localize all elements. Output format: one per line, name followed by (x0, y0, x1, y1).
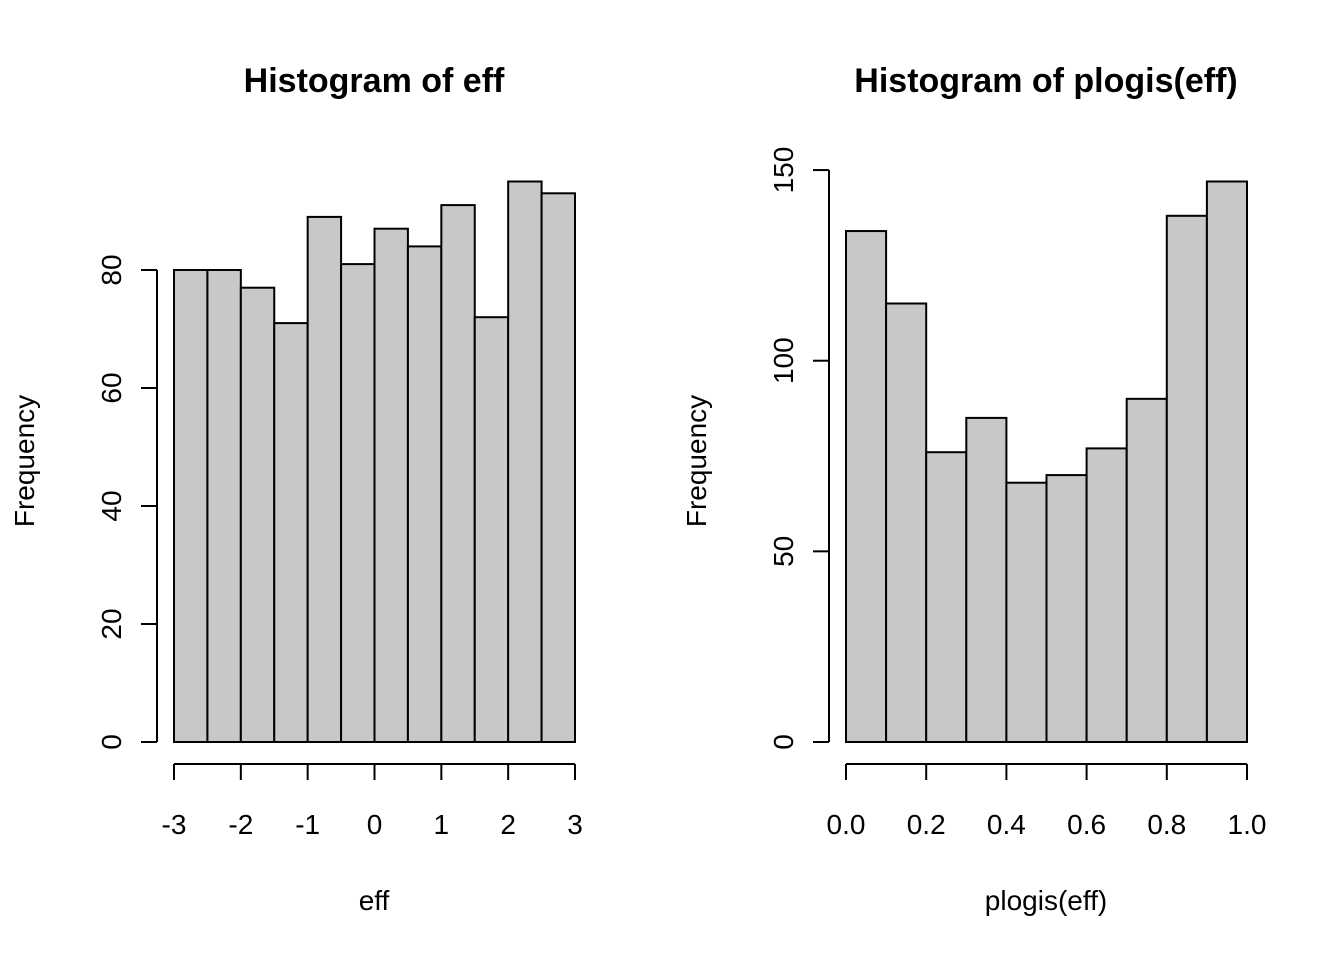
y-tick-label: 80 (96, 254, 127, 285)
histogram-bar (965, 416, 1008, 743)
chart-title: Histogram of eff (244, 62, 505, 100)
x-tick-label: 0.4 (987, 809, 1026, 840)
histogram-bar (845, 230, 888, 743)
histogram-bar (206, 269, 242, 743)
y-tick-label: 20 (96, 608, 127, 639)
y-axis-label: Frequency (681, 395, 712, 527)
x-tick-label: 1 (434, 809, 450, 840)
histogram-bar (340, 263, 376, 743)
x-tick-label: -3 (162, 809, 187, 840)
histogram-bar (173, 269, 209, 743)
histogram-bar (1005, 481, 1048, 743)
histogram-bar (1085, 447, 1128, 743)
bars (845, 180, 1249, 743)
y-axis-label: Frequency (9, 395, 40, 527)
y-tick-label: 0 (768, 734, 799, 750)
x-tick-label: 3 (567, 809, 583, 840)
histogram-panel-plogis-eff: Histogram of plogis(eff) plogis(eff) Fre… (681, 62, 1266, 916)
y-tick-label: 60 (96, 372, 127, 403)
y-axis: 0 20 40 60 80 (96, 254, 158, 750)
y-tick-label: 50 (768, 536, 799, 567)
histogram-bar (1165, 214, 1208, 743)
y-tick-label: 100 (768, 337, 799, 384)
histogram-bar (406, 245, 443, 743)
x-axis: -3 -2 -1 0 1 2 3 (162, 763, 583, 840)
y-tick-label: 40 (96, 490, 127, 521)
bars (173, 180, 576, 744)
x-tick-label: 0.2 (907, 809, 946, 840)
x-axis: 0.0 0.2 0.4 0.6 0.8 1.0 (827, 763, 1267, 840)
histogram-bar (440, 204, 476, 744)
y-tick-label: 0 (96, 734, 127, 750)
histogram-bar (925, 451, 968, 743)
chart-title: Histogram of plogis(eff) (854, 62, 1237, 100)
histogram-bar (239, 286, 276, 743)
x-tick-label: 1.0 (1228, 809, 1267, 840)
histogram-bar (507, 180, 543, 743)
histogram-bar (885, 302, 928, 743)
x-tick-label: -2 (228, 809, 253, 840)
histogram-bar (473, 316, 510, 743)
x-tick-label: 0 (367, 809, 383, 840)
histogram-bar (373, 227, 409, 743)
histogram-bar (540, 192, 576, 744)
x-tick-label: 0.0 (827, 809, 866, 840)
x-tick-label: 0.6 (1067, 809, 1106, 840)
y-axis: 0 50 100 150 (768, 147, 830, 750)
histogram-bar (306, 215, 343, 743)
histogram-bar (1125, 397, 1168, 743)
x-axis-label: eff (359, 885, 390, 916)
histogram-bar (1205, 180, 1249, 743)
histogram-panel-eff: Histogram of eff eff Frequency 020406080… (9, 62, 583, 916)
x-tick-label: -1 (295, 809, 320, 840)
histogram-bar (273, 322, 309, 743)
x-tick-label: 0.8 (1147, 809, 1186, 840)
y-tick-label: 150 (768, 147, 799, 194)
histogram-bar (1045, 474, 1088, 743)
x-tick-label: 2 (500, 809, 516, 840)
x-axis-label: plogis(eff) (985, 885, 1107, 916)
